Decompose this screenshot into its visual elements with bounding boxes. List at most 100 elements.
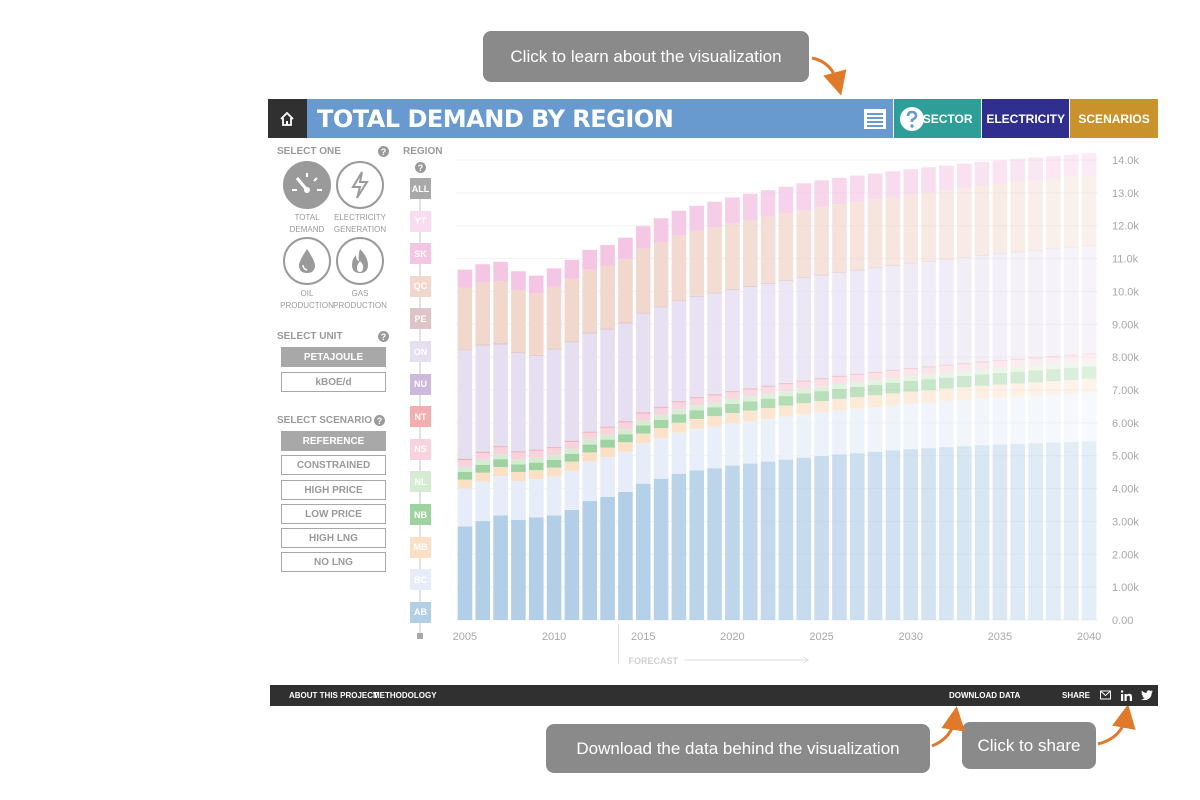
bar-mb-2019[interactable]: [707, 416, 722, 427]
bar-pe-2014[interactable]: [618, 322, 633, 324]
bar-ns-2023[interactable]: [778, 384, 794, 392]
bar-nt-2005[interactable]: [457, 459, 473, 460]
bar-pe-2024[interactable]: [796, 277, 812, 279]
bar-mb-2014[interactable]: [618, 442, 633, 452]
bar-nl-2038[interactable]: [1046, 364, 1061, 370]
bar-ab-2022[interactable]: [760, 461, 776, 620]
bar-pe-2007[interactable]: [493, 343, 508, 345]
bar-sk-2022[interactable]: [760, 190, 776, 217]
bar-sk-2017[interactable]: [671, 210, 687, 236]
bar-pe-2029[interactable]: [885, 264, 901, 266]
bar-nl-2007[interactable]: [493, 454, 508, 460]
bar-bc-2008[interactable]: [511, 481, 526, 520]
bar-ns-2031[interactable]: [921, 367, 936, 375]
bar-ab-2005[interactable]: [457, 526, 473, 620]
bar-nt-2019[interactable]: [707, 394, 722, 396]
bar-ab-2031[interactable]: [921, 448, 936, 620]
bar-sk-2008[interactable]: [511, 271, 526, 291]
bar-ns-2016[interactable]: [653, 407, 669, 415]
bar-nt-2029[interactable]: [885, 370, 901, 372]
bar-ns-2032[interactable]: [939, 365, 954, 373]
bar-sk-2029[interactable]: [885, 171, 901, 197]
bar-nt-2036[interactable]: [1010, 358, 1026, 360]
bar-nl-2022[interactable]: [760, 393, 776, 399]
bar-ab-2011[interactable]: [564, 509, 580, 620]
scenario-no-lng-button[interactable]: NO LNG: [281, 552, 386, 572]
bar-nl-2024[interactable]: [796, 388, 812, 394]
bar-ab-2033[interactable]: [956, 446, 972, 620]
bar-bc-2027[interactable]: [849, 408, 865, 454]
bar-nl-2011[interactable]: [564, 448, 580, 454]
bar-mb-2016[interactable]: [653, 428, 669, 438]
bar-on-2006[interactable]: [475, 345, 491, 452]
bar-nl-2034[interactable]: [974, 369, 990, 375]
bar-pe-2005[interactable]: [457, 349, 473, 351]
bar-qc-2009[interactable]: [528, 293, 544, 355]
electricity-generation-button[interactable]: [336, 161, 384, 209]
bar-nl-2021[interactable]: [742, 396, 758, 402]
bar-mb-2033[interactable]: [956, 387, 972, 400]
bar-ns-2028[interactable]: [867, 373, 883, 380]
bar-nt-2024[interactable]: [796, 380, 812, 382]
bar-pe-2019[interactable]: [707, 292, 722, 294]
bar-pe-2030[interactable]: [903, 262, 919, 264]
bar-nt-2013[interactable]: [600, 426, 615, 428]
bar-nb-2031[interactable]: [921, 379, 936, 391]
bar-mb-2010[interactable]: [546, 467, 562, 477]
bar-ab-2029[interactable]: [885, 450, 901, 620]
bar-ns-2036[interactable]: [1010, 359, 1026, 367]
bar-pe-2022[interactable]: [760, 283, 776, 285]
bar-qc-2033[interactable]: [956, 187, 972, 257]
bar-ab-2010[interactable]: [546, 515, 562, 620]
bar-ab-2027[interactable]: [849, 453, 865, 620]
bar-nb-2038[interactable]: [1046, 369, 1061, 382]
bar-sk-2005[interactable]: [457, 269, 473, 288]
bar-nt-2015[interactable]: [635, 412, 651, 414]
about-project-link[interactable]: ABOUT THIS PROJECT: [289, 691, 378, 700]
bar-nb-2013[interactable]: [600, 439, 615, 448]
bar-on-2005[interactable]: [457, 350, 473, 459]
bar-pe-2027[interactable]: [849, 269, 865, 271]
bar-bc-2031[interactable]: [921, 402, 936, 449]
bar-sk-2014[interactable]: [618, 237, 633, 260]
bar-on-2010[interactable]: [546, 349, 562, 447]
bar-nt-2021[interactable]: [742, 388, 758, 390]
bar-nt-2011[interactable]: [564, 440, 580, 442]
region-button-bc[interactable]: BC: [410, 569, 431, 591]
bar-qc-2034[interactable]: [974, 185, 990, 255]
bar-nt-2037[interactable]: [1028, 357, 1043, 359]
bar-on-2020[interactable]: [725, 289, 740, 391]
bar-bc-2040[interactable]: [1081, 392, 1097, 442]
bar-qc-2008[interactable]: [511, 290, 526, 353]
bar-mb-2039[interactable]: [1063, 379, 1079, 394]
bar-on-2031[interactable]: [921, 261, 936, 367]
bar-qc-2018[interactable]: [689, 230, 705, 296]
bar-mb-2026[interactable]: [832, 398, 847, 411]
bar-ab-2021[interactable]: [742, 463, 758, 620]
bar-qc-2010[interactable]: [546, 286, 562, 349]
bar-bc-2007[interactable]: [493, 476, 508, 516]
bar-on-2025[interactable]: [814, 275, 829, 379]
bar-qc-2029[interactable]: [885, 196, 901, 265]
bar-qc-2023[interactable]: [778, 213, 794, 281]
bar-nt-2008[interactable]: [511, 451, 526, 453]
bar-sk-2011[interactable]: [564, 259, 580, 279]
bar-ns-2024[interactable]: [796, 381, 812, 389]
bar-mb-2024[interactable]: [796, 403, 812, 415]
bar-nl-2028[interactable]: [867, 379, 883, 385]
bar-qc-2005[interactable]: [457, 287, 473, 350]
bar-qc-2037[interactable]: [1028, 180, 1043, 250]
bar-nt-2016[interactable]: [653, 406, 669, 408]
bar-mb-2021[interactable]: [742, 410, 758, 422]
bar-pe-2031[interactable]: [921, 260, 936, 262]
bar-mb-2040[interactable]: [1081, 378, 1097, 393]
bar-mb-2027[interactable]: [849, 397, 865, 409]
bar-nt-2038[interactable]: [1046, 356, 1061, 358]
bar-sk-2026[interactable]: [832, 177, 847, 205]
bar-on-2017[interactable]: [671, 301, 687, 402]
bar-bc-2039[interactable]: [1063, 393, 1079, 442]
bar-nt-2009[interactable]: [528, 449, 544, 451]
bar-nb-2032[interactable]: [939, 377, 954, 389]
bar-mb-2036[interactable]: [1010, 383, 1026, 397]
bar-qc-2019[interactable]: [707, 227, 722, 293]
